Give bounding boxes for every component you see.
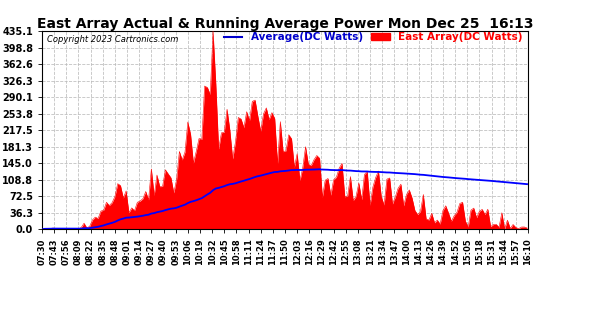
Legend: Average(DC Watts), East Array(DC Watts): Average(DC Watts), East Array(DC Watts)	[224, 32, 523, 42]
Text: Copyright 2023 Cartronics.com: Copyright 2023 Cartronics.com	[47, 35, 178, 44]
Title: East Array Actual & Running Average Power Mon Dec 25  16:13: East Array Actual & Running Average Powe…	[37, 17, 533, 31]
